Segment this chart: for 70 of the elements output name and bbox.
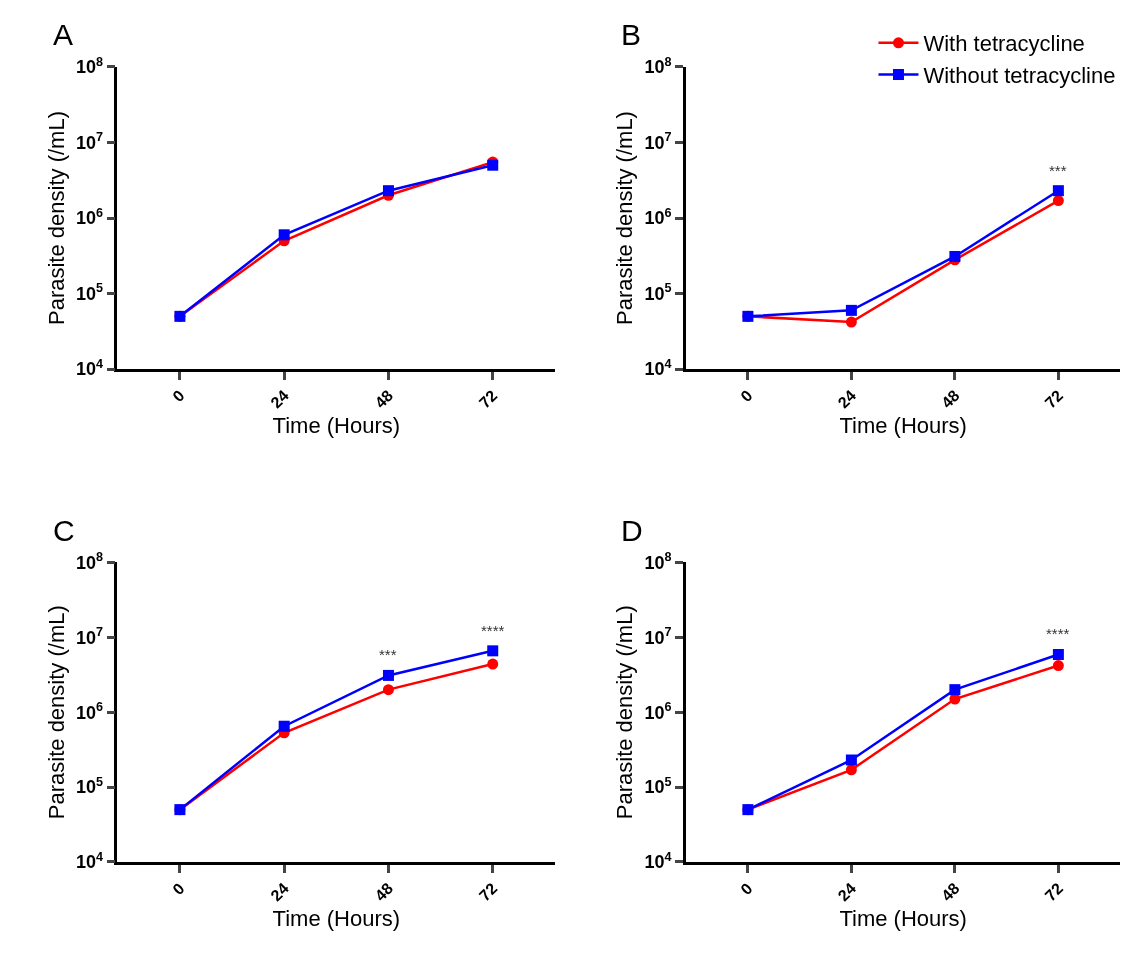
point	[1052, 195, 1064, 207]
x-axis-title: Time (Hours)	[839, 413, 967, 439]
point	[845, 754, 857, 766]
x-tick-label: 24	[267, 386, 293, 412]
y-axis-title: Parasite density (/mL)	[43, 111, 69, 326]
y-tick-label: 10$^{5}$	[75, 774, 103, 798]
point	[845, 316, 857, 328]
y-tick-label: 10$^{7}$	[75, 625, 103, 648]
x-tick-label: 24	[267, 879, 293, 905]
annotation: ****	[1046, 625, 1070, 642]
y-tick-label: 10$^{7}$	[644, 625, 672, 648]
x-tick-label: 0	[169, 879, 188, 898]
y-axis-title: Parasite density (/mL)	[43, 605, 69, 820]
y-tick-label: 10$^{5}$	[75, 281, 103, 304]
point	[1052, 648, 1064, 660]
point	[949, 684, 961, 696]
point	[382, 669, 394, 681]
y-tick-label: 10$^{8}$	[75, 54, 103, 78]
point	[1052, 660, 1064, 672]
y-axis-title: Parasite density (/mL)	[612, 111, 638, 326]
y-tick-label: 10$^{7}$	[75, 130, 103, 153]
point	[1052, 185, 1064, 197]
x-tick-label: 24	[834, 879, 860, 905]
legend-label: With tetracycline	[923, 31, 1085, 57]
y-tick-label: 10$^{6}$	[75, 699, 103, 723]
x-tick-label: 48	[938, 386, 963, 412]
point	[278, 229, 290, 241]
x-axis-title: Time (Hours)	[839, 906, 967, 932]
point	[487, 645, 499, 657]
point	[382, 185, 394, 197]
x-tick-label: 48	[371, 386, 397, 412]
x-tick-label: 72	[1041, 386, 1067, 412]
x-axis-title: Time (Hours)	[272, 906, 401, 932]
annotation: ***	[379, 646, 397, 663]
y-tick-label: 10$^{4}$	[644, 849, 672, 873]
x-tick-label: 0	[737, 879, 756, 898]
x-tick-label: 0	[737, 386, 756, 406]
y-tick-label: 10$^{4}$	[75, 849, 103, 873]
chart-title: C	[53, 514, 75, 547]
x-tick-label: 0	[169, 386, 188, 406]
y-tick-label: 10$^{5}$	[644, 281, 672, 304]
x-tick-label: 72	[475, 879, 501, 905]
point	[278, 720, 290, 732]
x-tick-label: 24	[834, 386, 860, 412]
y-tick-label: 10$^{6}$	[75, 205, 103, 229]
annotation: ****	[481, 622, 505, 639]
annotation: ***	[1049, 162, 1067, 179]
point	[949, 250, 961, 262]
legend-label: Without tetracycline	[923, 62, 1116, 88]
x-tick-label: 72	[475, 386, 501, 412]
point	[382, 684, 394, 696]
point	[845, 304, 857, 316]
chart-title: D	[621, 514, 643, 547]
y-tick-label: 10$^{8}$	[644, 54, 672, 78]
y-axis-title: Parasite density (/mL)	[612, 605, 638, 820]
x-tick-label: 72	[1041, 879, 1067, 905]
x-tick-label: 48	[371, 879, 397, 905]
y-tick-label: 10$^{6}$	[644, 205, 672, 229]
y-tick-label: 10$^{8}$	[644, 550, 672, 573]
y-tick-label: 10$^{6}$	[644, 699, 672, 723]
point	[487, 658, 499, 670]
chart-title: B	[621, 18, 642, 51]
y-tick-label: 10$^{5}$	[644, 774, 672, 798]
y-tick-label: 10$^{4}$	[644, 356, 672, 380]
chart-title: A	[53, 18, 74, 51]
y-tick-label: 10$^{4}$	[75, 356, 103, 380]
x-tick-label: 48	[938, 879, 963, 905]
y-tick-label: 10$^{8}$	[75, 550, 103, 573]
x-axis-title: Time (Hours)	[272, 413, 401, 439]
y-tick-label: 10$^{7}$	[644, 130, 672, 153]
